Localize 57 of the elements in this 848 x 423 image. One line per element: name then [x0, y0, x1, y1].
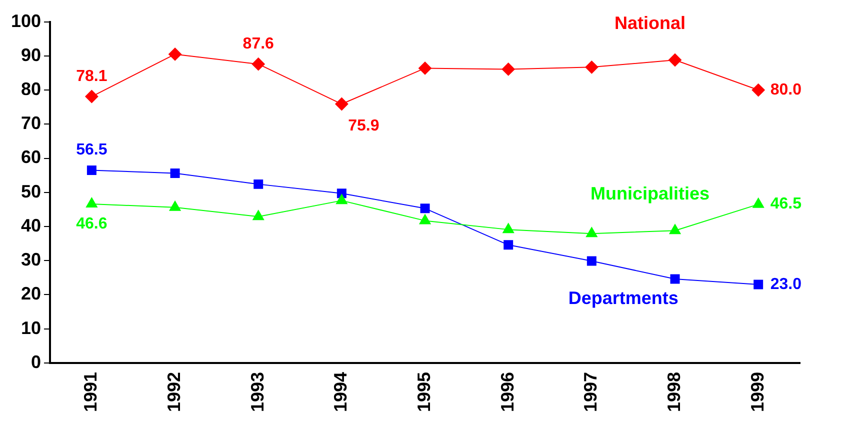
data-label: 78.1: [76, 68, 108, 85]
y-tick-label: 90: [21, 44, 42, 65]
x-tick-label: 1992: [164, 372, 184, 412]
y-tick-label: 30: [21, 250, 42, 270]
series-label: Departments: [568, 288, 678, 308]
point: [586, 256, 596, 266]
point: [669, 224, 681, 234]
x-tick-label: 1997: [580, 372, 601, 412]
point: [85, 90, 98, 104]
y-tick-label: 70: [21, 113, 42, 134]
x-tick-label: 1994: [330, 372, 351, 412]
point: [254, 179, 264, 189]
point: [170, 168, 180, 178]
point: [502, 223, 514, 234]
data-label: 56.5: [76, 142, 108, 159]
point: [252, 210, 264, 220]
x-tick-label: 1995: [414, 372, 434, 412]
data-label: 75.9: [348, 117, 380, 134]
x-tick-label: 1993: [247, 372, 268, 412]
data-label: 46.5: [770, 196, 802, 213]
point: [86, 197, 98, 208]
point: [668, 54, 682, 67]
y-tick-label: 20: [21, 284, 42, 304]
series-label: National: [614, 12, 686, 33]
point: [419, 214, 431, 224]
point: [752, 84, 765, 97]
x-tick-label: 1999: [747, 372, 768, 412]
point: [420, 204, 430, 214]
point: [86, 165, 96, 175]
point: [670, 274, 680, 284]
point: [168, 48, 182, 61]
y-tick-label: 60: [21, 147, 42, 168]
point: [504, 240, 514, 250]
y-tick-label: 80: [21, 79, 42, 99]
point: [754, 280, 764, 290]
x-tick-label: 1991: [80, 372, 101, 412]
y-tick-label: 100: [10, 10, 42, 31]
point: [336, 194, 348, 204]
point: [252, 58, 265, 71]
y-tick-label: 0: [31, 352, 42, 372]
x-tick-label: 1996: [497, 372, 518, 412]
series-label: Municipalities: [590, 184, 710, 204]
point: [752, 198, 764, 208]
point: [585, 60, 598, 74]
data-label: 46.6: [76, 215, 108, 232]
y-tick-label: 50: [21, 181, 42, 202]
y-tick-label: 40: [21, 215, 42, 236]
data-label: 80.0: [770, 81, 802, 98]
point: [418, 62, 432, 75]
data-label: 23.0: [770, 276, 802, 293]
x-tick-label: 1998: [664, 372, 684, 412]
point: [502, 62, 515, 76]
point: [586, 227, 598, 238]
y-tick-label: 10: [21, 318, 42, 338]
point: [169, 200, 181, 211]
point: [335, 98, 348, 111]
data-label: 87.6: [242, 36, 274, 53]
